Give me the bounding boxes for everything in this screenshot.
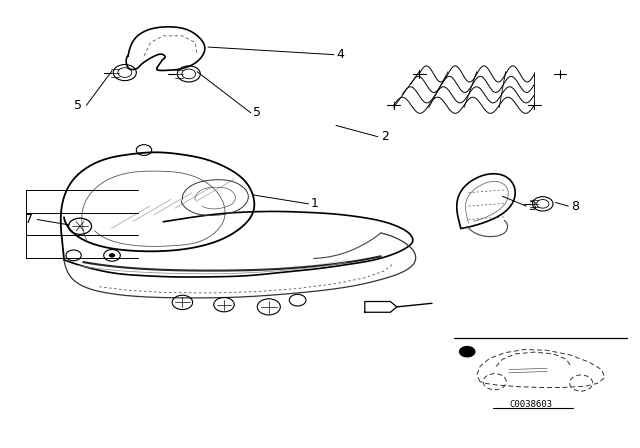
Circle shape <box>109 253 115 258</box>
Text: 2: 2 <box>381 130 388 143</box>
Text: 5: 5 <box>74 99 82 112</box>
Circle shape <box>459 346 476 358</box>
Text: 3: 3 <box>528 200 536 214</box>
Text: 7: 7 <box>26 213 33 226</box>
Text: C0038603: C0038603 <box>509 400 553 409</box>
Text: 4: 4 <box>336 48 344 61</box>
Text: 8: 8 <box>571 200 579 214</box>
Text: 5: 5 <box>253 106 261 120</box>
Text: 1: 1 <box>310 197 318 211</box>
